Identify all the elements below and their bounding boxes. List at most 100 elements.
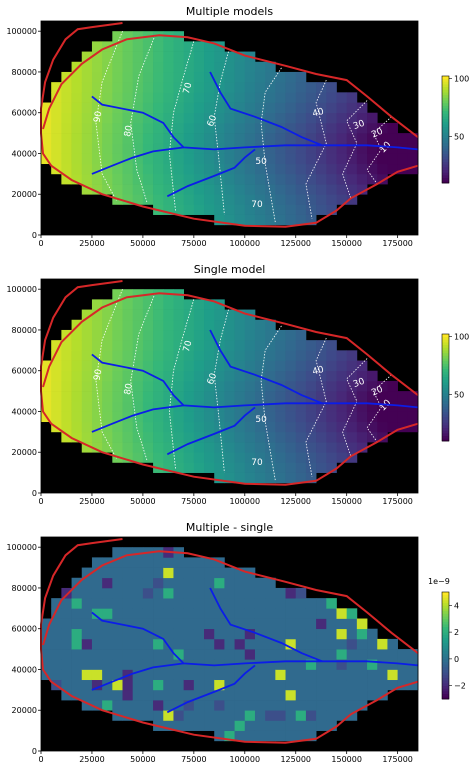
colorbar-step (442, 382, 449, 386)
x-tick-label: 100000 (230, 239, 261, 248)
x-tick-label: 50000 (130, 755, 155, 764)
heatmap-cell (326, 421, 337, 433)
heatmap-cell (61, 421, 72, 433)
y-tick-label: 100000 (6, 285, 37, 294)
heatmap-cell (397, 669, 409, 681)
heatmap-cell (102, 380, 113, 392)
heatmap-cell (91, 153, 103, 165)
heatmap-cell (183, 442, 195, 453)
heatmap-cell (91, 61, 103, 73)
heatmap-cell (367, 421, 378, 433)
contour-label: 70 (251, 200, 263, 210)
heatmap-cell (224, 700, 235, 711)
colorbar-step (442, 658, 449, 662)
heatmap-cell (142, 618, 154, 630)
heatmap-cell (295, 360, 307, 372)
heatmap-cell (51, 401, 62, 412)
heatmap-cell (285, 71, 297, 83)
heatmap-cell (153, 669, 164, 681)
colorbar-step (442, 414, 449, 418)
heatmap-cell (204, 82, 215, 93)
heatmap-cell (81, 143, 93, 154)
heatmap-cell (356, 679, 368, 691)
heatmap-cell (183, 557, 195, 568)
heatmap-cell (102, 370, 113, 382)
heatmap-cell (305, 431, 317, 443)
heatmap-cell (153, 689, 164, 701)
heatmap-cell (132, 41, 144, 52)
colorbar-step (442, 339, 449, 343)
heatmap-cell (142, 380, 154, 392)
heatmap-cell (244, 319, 256, 331)
heatmap-cell (102, 649, 113, 660)
heatmap-cell (41, 659, 52, 670)
heatmap-cell (336, 679, 348, 691)
heatmap-cell (193, 82, 205, 93)
heatmap-cell (122, 638, 134, 650)
heatmap-cell (173, 679, 184, 691)
heatmap-cell (367, 689, 378, 701)
heatmap-cell (305, 133, 317, 144)
heatmap-cell (81, 442, 93, 453)
heatmap-cell (142, 319, 154, 331)
heatmap-cell (183, 340, 195, 351)
colorbar-step (442, 161, 449, 165)
heatmap-cell (356, 421, 368, 433)
heatmap-cell (81, 71, 93, 83)
heatmap-cell (234, 340, 246, 351)
heatmap-cell (234, 350, 246, 361)
heatmap-cell (254, 411, 266, 423)
heatmap-cell (91, 421, 103, 433)
heatmap-cell (41, 122, 52, 134)
heatmap-cell (112, 329, 123, 341)
heatmap-cell (61, 350, 72, 361)
heatmap-cell (275, 401, 286, 412)
heatmap-cell (305, 628, 317, 640)
heatmap-cell (265, 421, 276, 433)
colorbar-step (442, 164, 449, 168)
y-tick-label: 20000 (12, 190, 37, 199)
heatmap-cell (305, 710, 317, 721)
heatmap-cell (204, 319, 215, 331)
heatmap-cell (163, 112, 174, 124)
heatmap-cell (193, 421, 205, 433)
heatmap-cell (193, 587, 205, 599)
heatmap-cell (275, 71, 286, 83)
heatmap-cell (244, 329, 256, 341)
heatmap-cell (81, 350, 93, 361)
heatmap-cell (326, 649, 337, 660)
heatmap-cell (244, 82, 256, 93)
heatmap-cell (254, 340, 266, 351)
heatmap-cell (51, 340, 62, 351)
heatmap-cell (346, 350, 358, 361)
contour-label: 60 (206, 372, 219, 386)
heatmap-cell (254, 401, 266, 412)
colorbar-step (442, 352, 449, 356)
heatmap-cell (183, 360, 195, 372)
heatmap-cell (173, 638, 184, 650)
heatmap-cell (254, 102, 266, 114)
heatmap-cell (142, 92, 154, 103)
colorbar-step (442, 640, 449, 644)
heatmap-cell (163, 557, 174, 568)
heatmap-cell (183, 92, 195, 103)
heatmap-cell (122, 401, 134, 412)
heatmap-cell (204, 112, 215, 124)
heatmap-cell (71, 61, 83, 73)
heatmap-cell (51, 143, 62, 154)
heatmap-cell (81, 421, 93, 433)
heatmap-cell (285, 184, 297, 195)
heatmap-cell (112, 350, 123, 361)
heatmap-cell (285, 720, 297, 731)
heatmap-cell (316, 689, 327, 701)
heatmap-cell (234, 204, 246, 215)
heatmap-cell (61, 340, 72, 351)
heatmap-cell (305, 700, 317, 711)
heatmap-cell (193, 194, 205, 205)
colorbar-step (442, 682, 449, 687)
heatmap-cell (285, 710, 297, 721)
heatmap-cell (244, 700, 256, 711)
heatmap-cell (346, 649, 358, 660)
heatmap-cell (244, 608, 256, 619)
